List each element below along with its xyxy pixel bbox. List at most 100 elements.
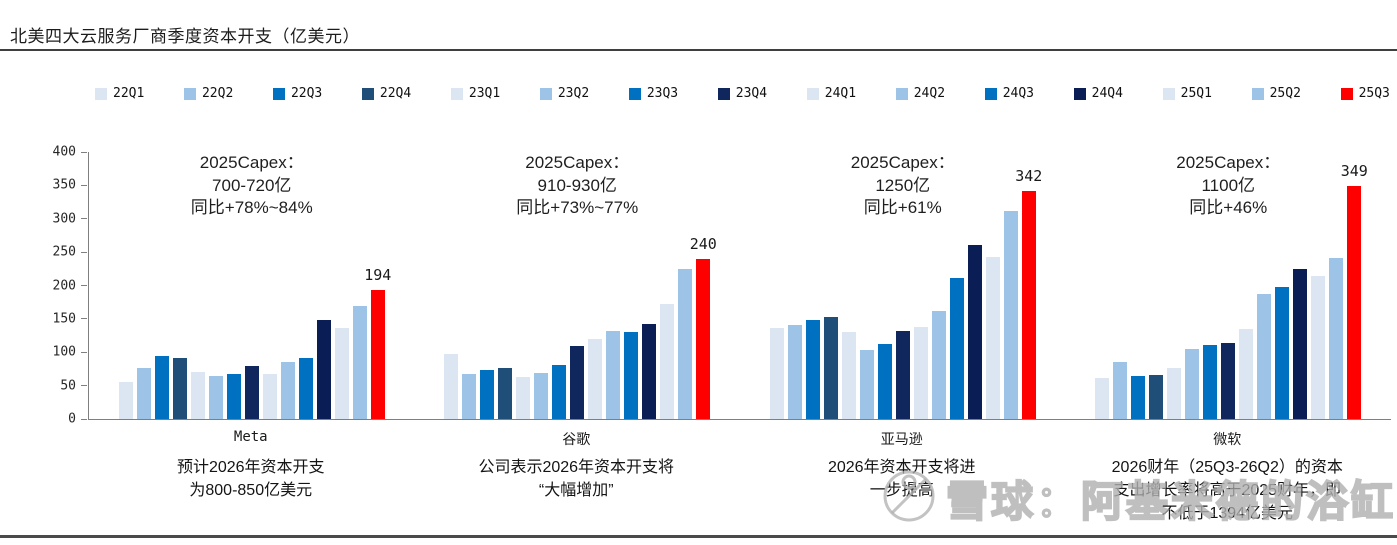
legend-item-24Q4: 24Q4	[1073, 86, 1123, 101]
bar-23Q3	[226, 373, 241, 419]
legend-label: 22Q4	[379, 86, 412, 101]
footnote-line: 一步提高	[869, 482, 934, 500]
bottom-divider	[0, 535, 1397, 538]
legend-label: 23Q3	[646, 86, 679, 101]
bar-24Q3	[1275, 286, 1290, 419]
legend-item-22Q3: 22Q3	[272, 86, 323, 101]
bar-24Q4	[316, 320, 331, 419]
bar-23Q3	[877, 343, 892, 419]
bar-24Q2	[1257, 293, 1272, 419]
y-tick-mark	[81, 418, 87, 420]
bar-22Q1	[118, 382, 133, 419]
bar-22Q2	[1113, 361, 1128, 419]
y-tick-mark	[81, 351, 87, 353]
legend-label: 22Q2	[201, 86, 234, 101]
y-tick-label: 350	[52, 177, 76, 193]
y-tick-mark	[81, 184, 87, 186]
bar-23Q4	[1221, 342, 1236, 419]
legend-swatch-icon	[1162, 87, 1175, 100]
legend-label: 23Q1	[468, 86, 501, 101]
y-tick-label: 250	[52, 244, 76, 260]
group-label-Meta: Meta	[233, 429, 268, 445]
legend-item-23Q4: 23Q4	[717, 86, 768, 101]
footnote-line: 预计2026年资本开支	[176, 459, 325, 476]
legend-item-25Q2: 25Q2	[1251, 86, 1301, 101]
bar-23Q4	[244, 366, 259, 419]
bar-23Q3	[1203, 344, 1218, 419]
bar-group-Meta: 2025Capex： 700-720亿 同比+78%~84% 194	[89, 152, 415, 419]
y-tick-mark	[81, 251, 87, 253]
capex-annotation: 2025Capex： 700-720亿 同比+78%~84%	[89, 152, 415, 220]
legend-label: 25Q3	[1358, 86, 1390, 101]
bar-24Q3	[624, 331, 639, 419]
bar-22Q4	[172, 357, 187, 419]
bar-value-label: 240	[689, 234, 717, 253]
legend-swatch-icon	[361, 87, 374, 100]
footnote-line: 支出增长率将高于2025财年，即	[1113, 482, 1342, 500]
y-tick-mark	[81, 385, 87, 387]
legend-item-22Q4: 22Q4	[361, 86, 412, 101]
legend-label: 25Q2	[1269, 86, 1301, 101]
bar-23Q4	[570, 345, 585, 419]
bar-22Q3	[805, 320, 820, 419]
legend-swatch-icon	[806, 87, 819, 100]
legend-label: 24Q3	[1002, 86, 1034, 101]
bar-24Q2	[606, 330, 621, 419]
plot-area: 2025Capex： 700-720亿 同比+78%~84% 194 2025Capex…	[88, 152, 1391, 420]
bar-22Q4	[498, 368, 513, 419]
bar-25Q3: 342	[1015, 167, 1042, 419]
footnote-line: 公司表示2026年资本开支将	[478, 459, 675, 476]
group-label-微软: 微软	[1213, 431, 1242, 447]
footnote-line: 不低于1394亿美元	[1161, 505, 1294, 523]
legend-label: 22Q3	[290, 86, 323, 101]
legend-item-23Q1: 23Q1	[450, 86, 501, 101]
footnote-row: 预计2026年资本开支 为800-850亿美元 公司表示2026年资本开支将 “大幅增…	[88, 456, 1390, 526]
bar-24Q1	[913, 326, 928, 419]
y-tick-mark	[81, 318, 87, 320]
bar-24Q4	[642, 323, 657, 419]
legend-item-23Q2: 23Q2	[539, 86, 589, 101]
page-title: 北美四大云服务厂商季度资本开支（亿美元）	[10, 27, 360, 46]
footnote-line: 2026年资本开支将进	[827, 459, 976, 476]
bar-22Q3	[154, 355, 169, 419]
group-label-谷歌: 谷歌	[562, 431, 591, 447]
legend-item-24Q1: 24Q1	[806, 86, 857, 101]
bar-22Q1	[444, 353, 459, 419]
annotation-line: 700-720亿	[212, 175, 292, 195]
bar-group-谷歌: 2025Capex： 910-930亿 同比+73%~77% 240	[415, 152, 741, 419]
bar-23Q2	[534, 372, 549, 419]
bar-22Q2	[136, 367, 151, 419]
footnote-line: 2026财年（25Q3-26Q2）的资本	[1111, 459, 1343, 476]
bar-25Q3: 349	[1341, 162, 1368, 419]
bar-value-label: 349	[1340, 162, 1368, 181]
y-tick-label: 200	[52, 278, 76, 293]
bar-23Q2	[208, 376, 223, 419]
bar-24Q4	[1293, 269, 1308, 419]
y-tick-label: 50	[60, 378, 76, 394]
bar-22Q3	[480, 370, 495, 419]
legend-item-22Q1: 22Q1	[95, 86, 144, 101]
footnote-line: 为800-850亿美元	[189, 482, 313, 500]
legend-item-25Q1: 25Q1	[1162, 86, 1212, 101]
annotation-line: 同比+78%~84%	[190, 198, 313, 218]
bar-24Q3	[298, 357, 313, 419]
legend-label: 24Q1	[824, 86, 857, 101]
bar-22Q1	[1095, 377, 1110, 419]
legend-swatch-icon	[1340, 87, 1353, 100]
bar-group-亚马逊: 2025Capex： 1250亿 同比+61% 342	[740, 152, 1066, 419]
y-tick-label: 0	[68, 411, 76, 427]
legend-label: 23Q4	[735, 86, 768, 101]
bar-23Q1	[190, 371, 205, 419]
bar-23Q3	[552, 364, 567, 419]
annotation-line: 910-930亿	[537, 175, 617, 195]
annotation-line: 2025Capex：	[525, 153, 630, 172]
y-tick-mark	[81, 218, 87, 220]
bar-25Q2	[352, 305, 367, 419]
group-footnote-亚马逊: 2026年资本开支将进 一步提高	[739, 456, 1065, 526]
bar-22Q3	[1131, 376, 1146, 419]
footnote-line: “大幅增加”	[538, 482, 614, 500]
legend-item-25Q3: 25Q3	[1340, 86, 1390, 101]
bar-24Q4	[967, 245, 982, 419]
y-tick-mark	[81, 285, 87, 286]
legend-label: 25Q1	[1180, 86, 1212, 101]
